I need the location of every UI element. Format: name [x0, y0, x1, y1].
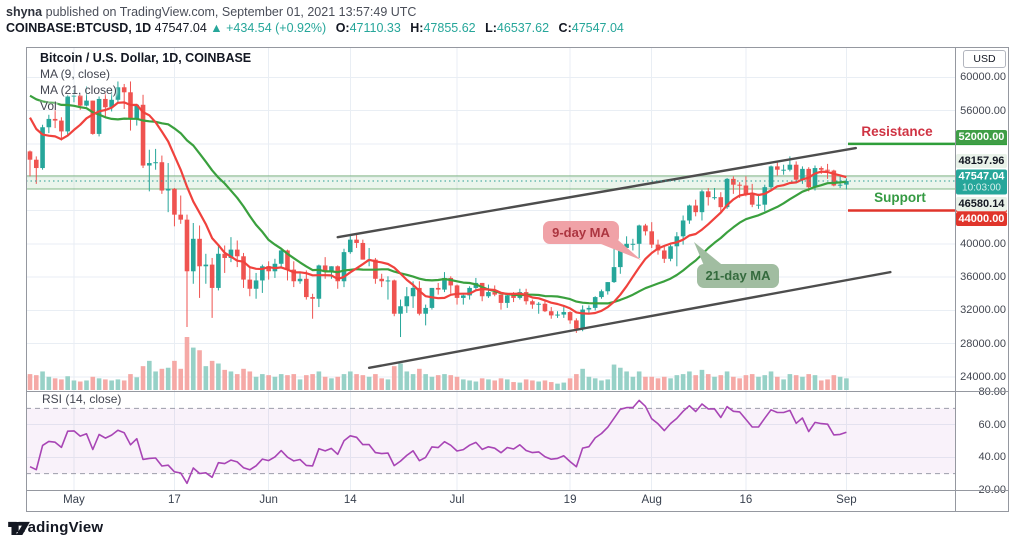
pane-legend: Bitcoin / U.S. Dollar, 1D, COINBASE MA (… [40, 50, 251, 114]
price-tick: 24000.00 [960, 371, 1006, 383]
price-tick: 56000.00 [960, 104, 1006, 117]
close-label: C: [558, 21, 572, 35]
high-label: H: [410, 21, 424, 35]
brand-name: TradingView [13, 519, 104, 536]
price-badge-pale: 48157.96 [956, 153, 1007, 168]
frame-top [26, 47, 1009, 48]
rsi-tick: 60.00 [978, 418, 1006, 431]
price-pane-canvas[interactable] [26, 47, 955, 391]
resistance-label: Resistance [861, 124, 933, 139]
frame-bottom [26, 511, 1009, 512]
price-badge-green: 52000.00 [956, 129, 1007, 144]
change-value: +434.54 (+0.92%) [226, 21, 327, 35]
ma9-callout: 9-day MA [543, 221, 619, 244]
tradingview-logo-icon [8, 521, 30, 536]
rsi-tick: 40.00 [978, 451, 1006, 464]
up-arrow-icon: ▲ [210, 21, 223, 35]
time-tick: 16 [739, 494, 753, 506]
high-value: 47855.62 [423, 21, 476, 35]
legend-ma9: MA (9, close) [40, 67, 111, 81]
support-label: Support [874, 190, 926, 205]
price-tick: 28000.00 [960, 337, 1006, 350]
price-badge-red: 44000.00 [956, 211, 1007, 226]
time-tick: May [63, 494, 85, 506]
symbol-label: COINBASE:BTCUSD, 1D [6, 21, 152, 35]
rsi-legend: RSI (14, close) [42, 392, 122, 406]
ma21-callout: 21-day MA [697, 264, 779, 288]
price-axis[interactable]: 60000.00 56000.00 40000.00 36000.00 32000.00… [955, 47, 1009, 511]
price-badge-teal: 47547.04 10:03:00 [956, 169, 1007, 195]
symbol-info-bar: COINBASE:BTCUSD, 1D 47547.04 ▲ +434.54 (… [6, 21, 624, 35]
price-tick: 60000.00 [960, 71, 1006, 84]
time-axis-separator [26, 490, 1009, 491]
price-tick: 32000.00 [960, 304, 1006, 317]
time-tick: Jun [259, 494, 278, 506]
rsi-pane-canvas[interactable] [26, 391, 955, 490]
publish-text: published on TradingView.com, September … [42, 5, 417, 19]
frame-left [26, 47, 27, 512]
low-value: 46537.62 [496, 21, 550, 35]
time-axis[interactable]: May 17 Jun 14 Jul 19 Aug 16 Sep [26, 490, 955, 511]
price-axis-separator [955, 47, 956, 511]
price-tick: 40000.00 [960, 237, 1006, 250]
time-tick: 14 [343, 494, 357, 506]
time-tick: 19 [563, 494, 577, 506]
countdown-timer: 10:03:00 [962, 182, 1001, 194]
time-tick: Jul [449, 494, 465, 506]
legend-vol: Vol [40, 99, 57, 113]
rsi-tick: 80.00 [978, 386, 1006, 398]
chart-title: Bitcoin / U.S. Dollar, 1D, COINBASE [40, 51, 252, 65]
tradingview-logo[interactable]: TradingView [8, 519, 103, 536]
publish-info: shyna published on TradingView.com, Sept… [6, 5, 416, 19]
currency-button[interactable]: USD [963, 50, 1006, 68]
frame-right [1008, 47, 1009, 512]
author-name: shyna [6, 5, 43, 19]
open-label: O: [335, 21, 350, 35]
close-value: 47547.04 [571, 21, 624, 35]
open-value: 47110.33 [349, 21, 401, 35]
pane-separator [26, 391, 1009, 392]
price-tick: 36000.00 [960, 271, 1006, 284]
time-tick: Aug [641, 494, 662, 506]
time-tick: 17 [168, 494, 181, 506]
legend-ma21: MA (21, close) [40, 83, 117, 97]
price-badge-pale: 46580.14 [956, 197, 1007, 212]
last-price: 47547.04 [154, 21, 207, 35]
time-tick: Sep [836, 494, 857, 506]
low-label: L: [485, 21, 497, 35]
